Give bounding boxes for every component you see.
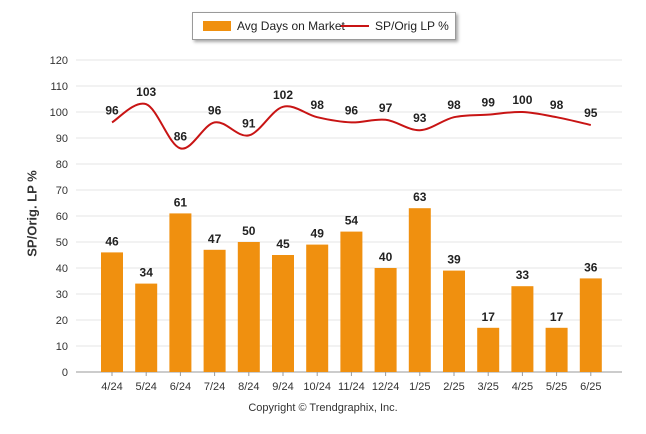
bar xyxy=(579,278,602,372)
bar xyxy=(340,231,363,372)
line-value-label: 99 xyxy=(482,96,496,110)
y-tick-label: 110 xyxy=(50,81,68,93)
bar-value-label: 49 xyxy=(311,227,325,241)
bar xyxy=(203,249,226,372)
x-tick-label: 3/25 xyxy=(477,381,498,393)
bar-value-label: 46 xyxy=(105,234,119,248)
bar-value-label: 17 xyxy=(550,310,564,324)
y-tick-label: 0 xyxy=(62,367,68,379)
bar xyxy=(306,244,329,372)
bar xyxy=(443,270,465,372)
bar xyxy=(135,283,158,372)
x-tick-label: 4/24 xyxy=(101,381,122,393)
legend-bar-label: Avg Days on Market xyxy=(237,19,345,33)
y-tick-label: 40 xyxy=(56,263,68,275)
bar-series xyxy=(101,208,602,372)
y-tick-label: 60 xyxy=(56,211,68,223)
bar xyxy=(272,255,294,372)
y-tick-label: 100 xyxy=(50,107,68,119)
x-tick-label: 8/24 xyxy=(238,381,259,393)
line-value-label: 96 xyxy=(345,103,359,117)
bar-value-label: 17 xyxy=(482,310,496,324)
y-tick-label: 10 xyxy=(56,341,68,353)
bar-value-label: 63 xyxy=(413,190,427,204)
y-tick-label: 20 xyxy=(56,315,68,327)
line-value-label: 86 xyxy=(174,129,188,143)
bar-value-label: 47 xyxy=(208,232,222,246)
line-value-label: 103 xyxy=(136,85,156,99)
x-tick-label: 2/25 xyxy=(443,381,464,393)
line-value-label: 96 xyxy=(105,103,119,117)
x-tick-label: 5/24 xyxy=(135,381,156,393)
bar xyxy=(545,327,568,372)
legend-item-splp[interactable]: SP/Orig LP % xyxy=(341,19,449,33)
line-path xyxy=(111,102,592,150)
bar xyxy=(237,242,260,372)
x-tick-label: 6/24 xyxy=(170,381,191,393)
bar xyxy=(408,208,431,372)
line-value-label: 98 xyxy=(550,98,564,112)
bar xyxy=(374,268,397,372)
bar-value-label: 45 xyxy=(276,237,290,251)
legend-line-swatch xyxy=(341,25,369,27)
bar-value-label: 36 xyxy=(584,260,598,274)
copyright-text: Copyright © Trendgraphix, Inc. xyxy=(248,402,398,414)
line-value-label: 93 xyxy=(413,111,427,125)
legend-bar-swatch xyxy=(203,21,231,31)
line-value-label: 96 xyxy=(208,103,222,117)
bar xyxy=(169,213,192,372)
line-value-label: 100 xyxy=(512,93,532,107)
y-tick-label: 90 xyxy=(56,133,68,145)
bar-value-label: 34 xyxy=(140,266,154,280)
bar xyxy=(477,327,500,372)
x-tick-label: 10/24 xyxy=(303,381,331,393)
x-tick-label: 12/24 xyxy=(372,381,400,393)
line-value-label: 91 xyxy=(242,116,256,130)
data-labels: 46 34 61 47 50 45 49 54 40 63 39 17 33 17 36 96 103 86 96 9… xyxy=(105,85,597,324)
x-tick-label: 11/24 xyxy=(338,381,365,393)
x-tick-label: 7/24 xyxy=(204,381,225,393)
bar-value-label: 33 xyxy=(516,268,530,282)
legend: Avg Days on Market SP/Orig LP % xyxy=(192,12,456,40)
y-axis: 0 10 20 30 40 50 60 70 80 90 100 110 120 xyxy=(50,55,68,379)
y-tick-label: 120 xyxy=(50,55,68,67)
bar-value-label: 39 xyxy=(447,253,461,267)
y-axis-title: SP/Orig. LP % xyxy=(24,170,40,257)
bar-value-label: 50 xyxy=(242,224,256,238)
x-tick-label: 9/24 xyxy=(272,381,293,393)
y-tick-label: 30 xyxy=(56,289,68,301)
y-tick-label: 50 xyxy=(56,237,68,249)
bar-value-label: 61 xyxy=(174,195,188,209)
x-tick-label: 5/25 xyxy=(546,381,567,393)
bar-value-label: 54 xyxy=(345,214,359,228)
line-value-label: 102 xyxy=(273,88,293,102)
y-tick-label: 70 xyxy=(56,185,68,197)
line-value-label: 95 xyxy=(584,106,598,120)
y-tick-label: 80 xyxy=(56,159,68,171)
x-tick-label: 6/25 xyxy=(580,381,601,393)
x-axis: 4/24 5/24 6/24 7/24 8/24 9/24 10/24 11/24 12/24 1… xyxy=(76,371,622,393)
line-value-label: 97 xyxy=(379,101,393,115)
line-value-label: 98 xyxy=(447,98,461,112)
x-tick-label: 4/25 xyxy=(512,381,533,393)
bar xyxy=(101,252,123,372)
legend-line-label: SP/Orig LP % xyxy=(375,19,449,33)
legend-item-days[interactable]: Avg Days on Market xyxy=(203,19,345,33)
line-series xyxy=(111,102,592,150)
line-value-label: 98 xyxy=(311,98,325,112)
bar xyxy=(511,286,534,372)
x-tick-label: 1/25 xyxy=(409,381,430,393)
bar-value-label: 40 xyxy=(379,250,393,264)
